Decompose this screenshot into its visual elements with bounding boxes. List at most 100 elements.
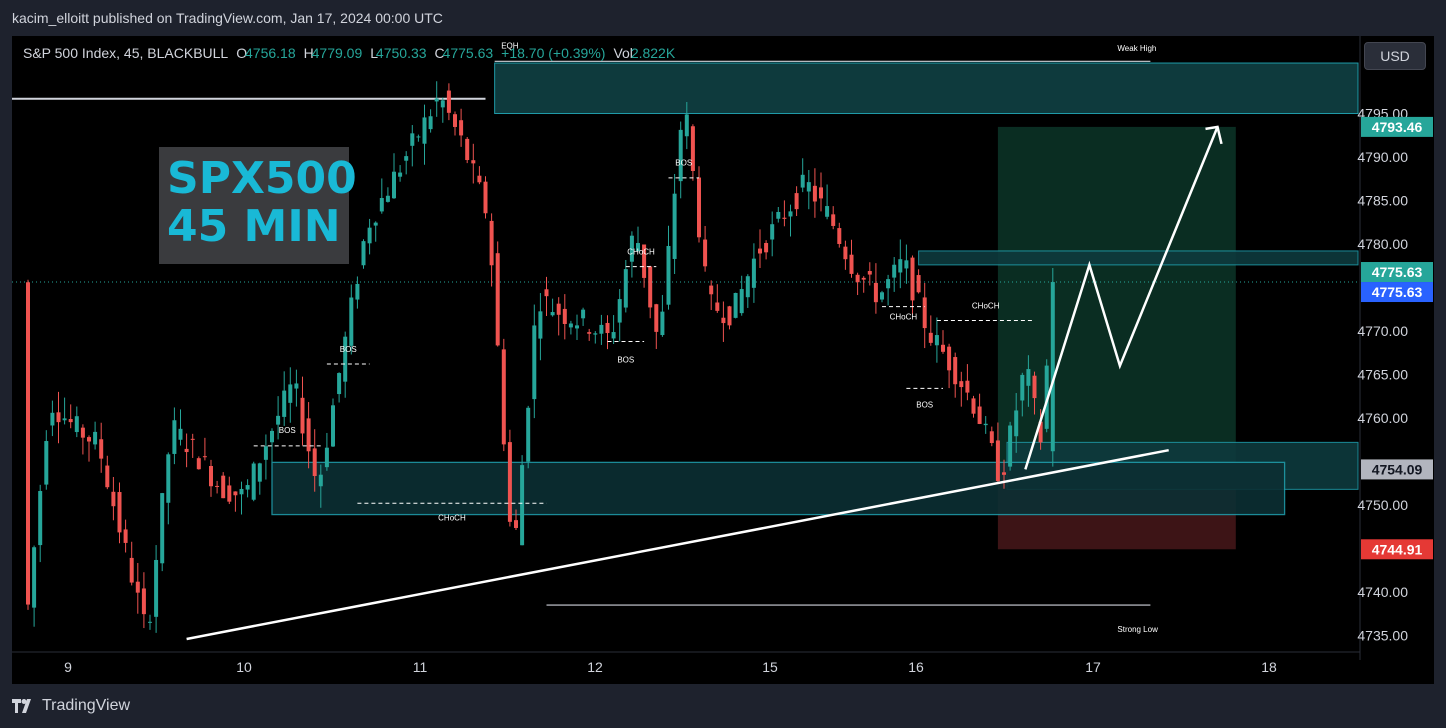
candle-body <box>80 427 85 438</box>
price-tag-stop <box>1361 539 1433 560</box>
y-tick-label: 4740.00 <box>1357 584 1408 600</box>
structure-layer <box>186 125 1223 641</box>
candle-body <box>135 581 140 593</box>
candle-body <box>324 447 329 468</box>
candle-body <box>892 264 897 278</box>
projection-path <box>1024 126 1219 470</box>
chart-area[interactable]: BOS BOS CHoCH BOS CHoCH BOS CHoCH BOS CHoCH EQH We… <box>12 36 1434 684</box>
candle-body <box>733 292 738 318</box>
candle-body <box>1026 369 1031 386</box>
candle-body <box>349 297 354 346</box>
candle-body <box>550 312 555 316</box>
candle-body <box>666 245 671 305</box>
candle-body <box>202 456 207 458</box>
x-tick-label: 18 <box>1261 659 1277 675</box>
candle-body <box>392 171 396 199</box>
author-name[interactable]: kacim_elloitt <box>12 10 90 26</box>
candle-body <box>654 304 659 332</box>
candle-body <box>837 228 842 244</box>
candle-body <box>800 174 805 188</box>
candle-body <box>1032 375 1037 399</box>
candle-body <box>56 412 61 423</box>
x-tick-label: 15 <box>762 659 778 675</box>
price-tag-label: 4754.09 <box>1372 461 1423 477</box>
candle-body <box>648 266 653 308</box>
candle-body <box>1038 421 1043 443</box>
candle-body <box>343 336 348 382</box>
candle-body <box>867 271 872 275</box>
currency-button[interactable]: USD <box>1364 42 1426 70</box>
candle-body <box>385 195 390 202</box>
candle-body <box>904 260 909 269</box>
candle-body <box>459 120 464 136</box>
bos-2-label: BOS <box>340 345 357 354</box>
price-tag-label: 4793.46 <box>1372 119 1423 135</box>
price-axis-bg <box>1360 36 1434 684</box>
candle-body <box>294 383 299 389</box>
candle-body <box>819 187 823 199</box>
close-value: 4775.63 <box>442 45 494 61</box>
candle-body <box>782 217 787 219</box>
candle-body <box>788 211 793 217</box>
candle-body <box>148 621 152 623</box>
candle-body <box>727 306 732 326</box>
candle-body <box>465 138 470 161</box>
candle-body <box>331 405 335 447</box>
candle-body <box>282 390 287 417</box>
candle-body <box>922 297 927 329</box>
candle-body <box>507 442 512 522</box>
candle-body <box>68 419 73 423</box>
candle-body <box>172 420 177 454</box>
candle-body <box>428 116 433 130</box>
candle-body <box>50 412 55 426</box>
candle-body <box>178 428 183 440</box>
candle-body <box>166 454 171 503</box>
candle-body <box>233 491 238 496</box>
y-tick-label: 4785.00 <box>1357 193 1408 209</box>
candle-body <box>404 156 409 161</box>
candle-body <box>62 418 67 421</box>
symbol-label: S&P 500 Index, 45, BLACKBULL <box>23 45 229 61</box>
candle-body <box>758 248 762 254</box>
candle-body <box>1008 425 1013 467</box>
candle-body <box>1020 374 1025 401</box>
candle-body <box>947 346 952 371</box>
candle-body <box>880 292 884 300</box>
candle-body <box>32 547 37 608</box>
overlay-title-line2: 45 MIN <box>167 201 341 252</box>
y-tick-label: 4750.00 <box>1357 497 1408 513</box>
weak-high-label: Weak High <box>1117 44 1156 53</box>
candle-body <box>538 311 543 339</box>
candle-body <box>544 289 549 297</box>
candle-body <box>587 332 592 334</box>
candle-body <box>715 302 720 311</box>
y-tick-label: 4765.00 <box>1357 367 1408 383</box>
candle-body <box>111 491 116 507</box>
x-tick-label: 10 <box>236 659 252 675</box>
price-chart[interactable]: BOS BOS CHoCH BOS CHoCH BOS CHoCH BOS CHoCH EQH We… <box>12 36 1434 684</box>
candle-body <box>123 529 128 543</box>
tradingview-logo[interactable]: TradingView <box>12 697 130 715</box>
ohlc-legend: S&P 500 Index, 45, BLACKBULL O 4756.18 H… <box>23 45 675 61</box>
candle-body <box>190 438 195 440</box>
candle-body <box>93 431 98 445</box>
price-tag-label: 4775.63 <box>1372 264 1423 280</box>
candle-body <box>959 381 964 388</box>
candle-body <box>916 275 921 293</box>
candle-body <box>270 430 274 443</box>
candle-body <box>575 325 579 329</box>
candle-body <box>678 129 683 182</box>
candle-body <box>337 373 342 395</box>
high-value: 4779.09 <box>311 45 363 61</box>
candle-body <box>941 344 945 352</box>
candle-body <box>300 397 305 434</box>
candle-body <box>977 406 982 424</box>
y-tick-label: 4780.00 <box>1357 236 1408 252</box>
candle-body <box>373 222 378 226</box>
candle-body <box>38 491 43 546</box>
candle-body <box>709 285 714 295</box>
candle-body <box>257 463 262 482</box>
candle-body <box>160 493 165 564</box>
candle-body <box>196 458 201 470</box>
candle-body <box>660 311 665 336</box>
